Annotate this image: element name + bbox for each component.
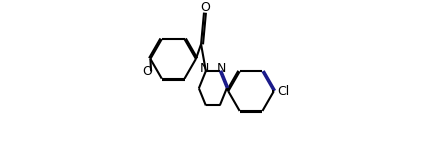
Text: Cl: Cl xyxy=(277,85,289,98)
Text: O: O xyxy=(142,65,152,78)
Text: O: O xyxy=(200,1,210,14)
Text: N: N xyxy=(200,62,210,75)
Text: N: N xyxy=(216,62,226,75)
